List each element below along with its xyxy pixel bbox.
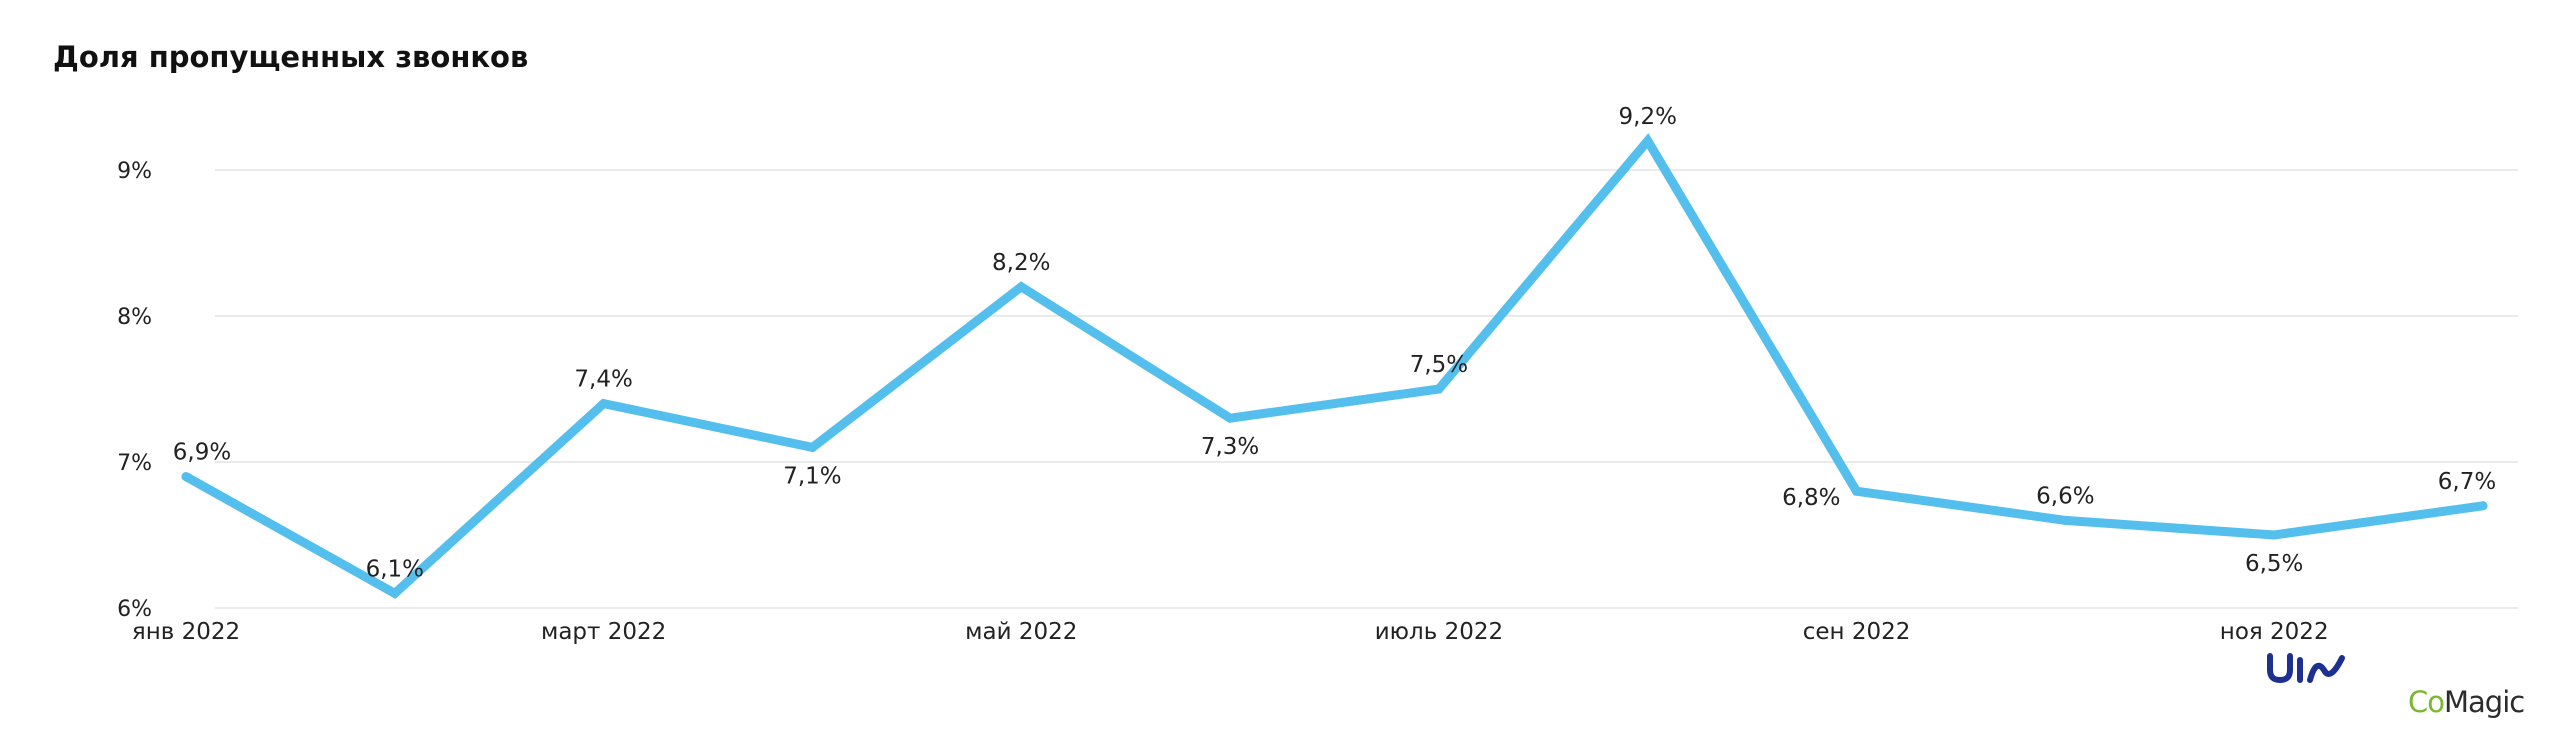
- data-label: 9,2%: [1619, 104, 1677, 130]
- uiscom-logo-mark: [2267, 653, 2345, 684]
- data-label: 6,1%: [366, 556, 424, 582]
- y-tick-label: 7%: [117, 451, 152, 476]
- y-axis-ticks: 6% 7% 8% 9%: [117, 159, 152, 622]
- data-label: 6,6%: [2036, 483, 2094, 509]
- data-point: [1643, 136, 1653, 146]
- x-tick-label: март 2022: [541, 619, 666, 645]
- data-label: 6,8%: [1782, 485, 1840, 511]
- y-tick-label: 8%: [117, 305, 152, 330]
- x-tick-label: янв 2022: [132, 619, 240, 645]
- comagic-logo-co: Co: [2408, 685, 2444, 719]
- data-point: [1852, 486, 1862, 496]
- comagic-logo-magic: Magic: [2444, 685, 2524, 719]
- data-point: [807, 442, 817, 452]
- data-label: 6,7%: [2438, 469, 2496, 495]
- data-point: [2478, 501, 2488, 511]
- x-tick-label: май 2022: [965, 619, 1077, 645]
- series-line: [181, 133, 2488, 599]
- data-point: [181, 472, 191, 482]
- data-label: 7,1%: [783, 463, 841, 489]
- chart-title: Доля пропущенных звонков: [53, 40, 528, 74]
- data-label: 6,9%: [173, 440, 231, 466]
- data-point: [2269, 530, 2279, 540]
- x-axis-ticks: янв 2022 март 2022 май 2022 июль 2022 сен 20…: [132, 619, 2329, 645]
- gridlines: [215, 169, 2518, 609]
- data-point: [1016, 282, 1026, 292]
- comagic-logo: Co Magic: [2408, 685, 2525, 719]
- data-point: [599, 399, 609, 409]
- data-label: 7,5%: [1410, 352, 1468, 378]
- data-point: [2060, 515, 2070, 525]
- data-label: 8,2%: [992, 250, 1050, 276]
- data-labels: 6,9% 6,1% 7,4% 7,1% 8,2% 7,3% 7,5% 9,2% 6,8% 6,6%…: [173, 104, 2496, 583]
- series-line-group: [181, 133, 2488, 599]
- data-label: 7,4%: [574, 367, 632, 393]
- x-tick-label: сен 2022: [1803, 619, 1911, 645]
- y-tick-label: 9%: [117, 159, 152, 184]
- data-point: [1225, 413, 1235, 423]
- data-label: 6,5%: [2245, 551, 2303, 577]
- x-tick-label: июль 2022: [1375, 619, 1503, 645]
- x-tick-label: ноя 2022: [2220, 619, 2329, 645]
- y-tick-label: 6%: [117, 597, 152, 622]
- data-point: [1434, 384, 1444, 394]
- data-label: 7,3%: [1201, 434, 1259, 460]
- data-point: [390, 588, 400, 598]
- uiscom-logo: [2267, 653, 2345, 684]
